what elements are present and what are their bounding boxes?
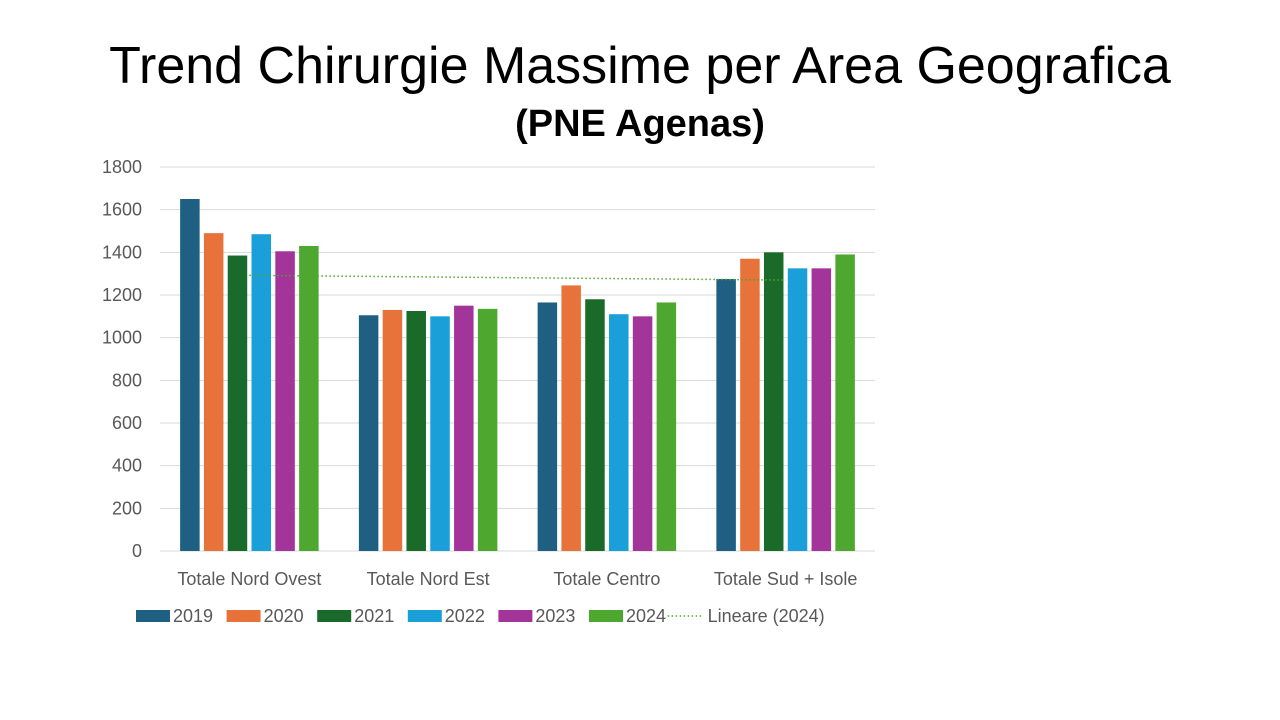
bars bbox=[180, 199, 855, 552]
x-tick-label: Totale Sud + Isole bbox=[714, 569, 858, 589]
bar-2019-3 bbox=[537, 302, 558, 551]
bar-2024-2 bbox=[477, 308, 498, 551]
bar-2020-4 bbox=[740, 258, 760, 551]
legend: 2019 2020 2021 2022 2023 2024 Lineare (2024) bbox=[136, 606, 825, 626]
legend-swatch-2022 bbox=[407, 610, 442, 622]
trendline bbox=[249, 274, 786, 281]
bar-2022-3 bbox=[609, 314, 629, 551]
y-tick-label: 600 bbox=[112, 413, 142, 433]
bar-2023-2 bbox=[454, 305, 474, 551]
legend-label: Lineare (2024) bbox=[708, 606, 825, 626]
bar-2022-1 bbox=[251, 234, 272, 551]
y-tick-label: 1000 bbox=[102, 328, 142, 348]
bar-2019-1 bbox=[180, 199, 200, 551]
x-tick-label: Totale Centro bbox=[553, 569, 660, 589]
slide-subtitle: (PNE Agenas) bbox=[515, 103, 765, 145]
y-tick-label: 1400 bbox=[102, 242, 142, 262]
bar-2021-1 bbox=[227, 255, 248, 552]
x-axis-ticks: Totale Nord Ovest Totale Nord Est Totale C… bbox=[177, 569, 857, 589]
slide-title: Trend Chirurgie Massime per Area Geograf… bbox=[109, 37, 1171, 95]
y-tick-label: 800 bbox=[112, 370, 142, 390]
legend-label: 2023 bbox=[535, 606, 575, 626]
trendline-2024 bbox=[249, 274, 786, 281]
legend-label: 2020 bbox=[264, 606, 304, 626]
bar-2020-1 bbox=[203, 233, 224, 551]
y-tick-label: 0 bbox=[132, 541, 142, 561]
bar-2019-4 bbox=[716, 279, 736, 551]
bar-2022-2 bbox=[430, 316, 450, 551]
legend-swatch-2023 bbox=[498, 610, 533, 622]
legend-label: 2024 bbox=[626, 606, 666, 626]
x-tick-label: Totale Nord Est bbox=[367, 569, 490, 589]
legend-label: 2022 bbox=[445, 606, 485, 626]
bar-2023-3 bbox=[632, 316, 653, 551]
bar-2019-2 bbox=[358, 315, 379, 551]
bar-2024-4 bbox=[835, 254, 855, 551]
bar-2023-4 bbox=[811, 268, 832, 551]
legend-swatch-2020 bbox=[226, 610, 261, 622]
legend-label: 2019 bbox=[173, 606, 213, 626]
x-tick-label: Totale Nord Ovest bbox=[177, 569, 321, 589]
bar-2021-4 bbox=[763, 252, 784, 552]
y-tick-label: 1200 bbox=[102, 285, 142, 305]
legend-label: 2021 bbox=[354, 606, 394, 626]
bar-2024-3 bbox=[656, 302, 677, 551]
y-axis-ticks: 0 200 400 600 800 1000 1200 1400 1600 1800 bbox=[102, 157, 142, 561]
legend-swatch-2021 bbox=[317, 610, 352, 622]
bar-2024-1 bbox=[299, 245, 319, 551]
y-tick-label: 200 bbox=[112, 498, 142, 518]
bar-2021-3 bbox=[585, 299, 605, 551]
y-tick-label: 1600 bbox=[102, 200, 142, 220]
bar-2021-2 bbox=[406, 311, 426, 551]
bar-2022-4 bbox=[787, 268, 808, 551]
bar-2020-3 bbox=[561, 285, 581, 551]
bar-2023-1 bbox=[275, 251, 295, 551]
y-tick-label: 1800 bbox=[102, 157, 142, 177]
legend-swatch-2019 bbox=[136, 610, 170, 622]
bar-2020-2 bbox=[382, 309, 403, 551]
y-tick-label: 400 bbox=[112, 456, 142, 476]
legend-swatch-2024 bbox=[589, 610, 623, 622]
